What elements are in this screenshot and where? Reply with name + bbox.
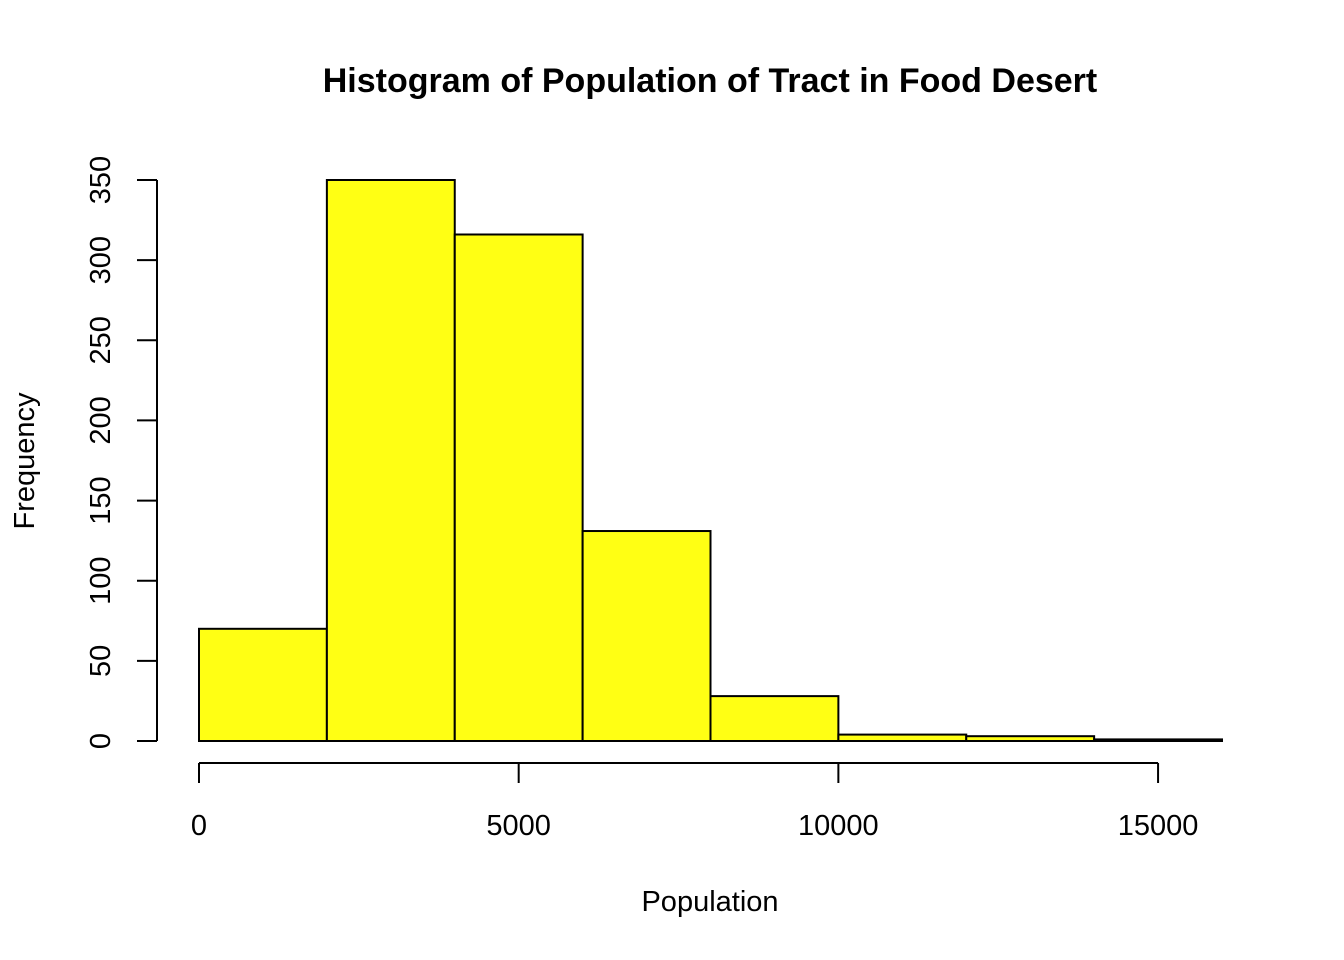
x-tick-label: 5000 — [486, 810, 551, 842]
y-axis-label: Frequency — [9, 392, 41, 530]
y-tick-label: 300 — [85, 236, 117, 284]
x-tick-label: 0 — [191, 810, 207, 842]
y-axis: 0 50 100 150 200 250 300 350 — [85, 156, 158, 749]
bars-group — [198, 179, 1223, 743]
histogram-bar-2 — [325, 179, 456, 742]
histogram-bar-8 — [1093, 738, 1223, 743]
histogram-bar-7 — [965, 735, 1096, 742]
y-tick-label: 350 — [85, 156, 117, 204]
x-axis-label: Population — [641, 886, 778, 918]
histogram-bar-4 — [581, 530, 712, 742]
x-tick-label: 15000 — [1118, 810, 1199, 842]
x-axis: 0 5000 10000 15000 — [191, 762, 1199, 842]
x-tick-label: 10000 — [798, 810, 879, 842]
histogram-bar-3 — [453, 233, 584, 743]
chart-title: Histogram of Population of Tract in Food… — [323, 62, 1097, 100]
histogram-bar-5 — [709, 695, 840, 742]
histogram-bar-1 — [198, 627, 328, 742]
histogram-bar-6 — [837, 733, 968, 742]
y-tick-label: 250 — [85, 316, 117, 364]
y-tick-label: 0 — [85, 733, 117, 749]
y-tick-label: 200 — [85, 396, 117, 444]
y-tick-label: 150 — [85, 476, 117, 524]
y-tick-label: 50 — [85, 645, 117, 677]
y-tick-label: 100 — [85, 557, 117, 605]
